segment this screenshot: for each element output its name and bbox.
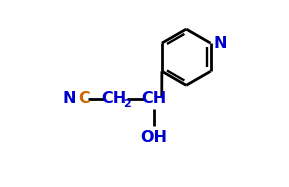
Text: 2: 2 (123, 99, 131, 109)
Text: CH: CH (101, 91, 126, 106)
Text: C: C (78, 91, 90, 106)
Text: OH: OH (140, 130, 167, 145)
Text: N: N (63, 91, 77, 106)
Text: CH: CH (141, 91, 166, 106)
Text: N: N (213, 36, 227, 51)
